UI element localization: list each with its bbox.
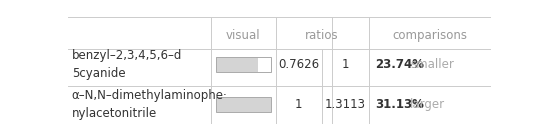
Text: larger: larger [410, 98, 446, 111]
Bar [216, 97, 271, 112]
Text: ratios: ratios [305, 29, 339, 42]
Text: benzyl–2,3,4,5,6–d
5cyanide: benzyl–2,3,4,5,6–d 5cyanide [72, 49, 182, 80]
Bar [216, 57, 258, 72]
Text: 0.7626: 0.7626 [278, 58, 319, 71]
Text: α–N,N–dimethylaminophe·
nylacetonitrile: α–N,N–dimethylaminophe· nylacetonitrile [72, 89, 227, 120]
Bar [216, 97, 271, 112]
Text: 1: 1 [295, 98, 302, 111]
Text: smaller: smaller [410, 58, 454, 71]
Text: comparisons: comparisons [393, 29, 467, 42]
Text: 23.74%: 23.74% [375, 58, 424, 71]
Text: visual: visual [226, 29, 261, 42]
Text: 1: 1 [342, 58, 349, 71]
Text: 31.13%: 31.13% [375, 98, 424, 111]
Text: 1.3113: 1.3113 [325, 98, 366, 111]
Bar [216, 57, 271, 72]
